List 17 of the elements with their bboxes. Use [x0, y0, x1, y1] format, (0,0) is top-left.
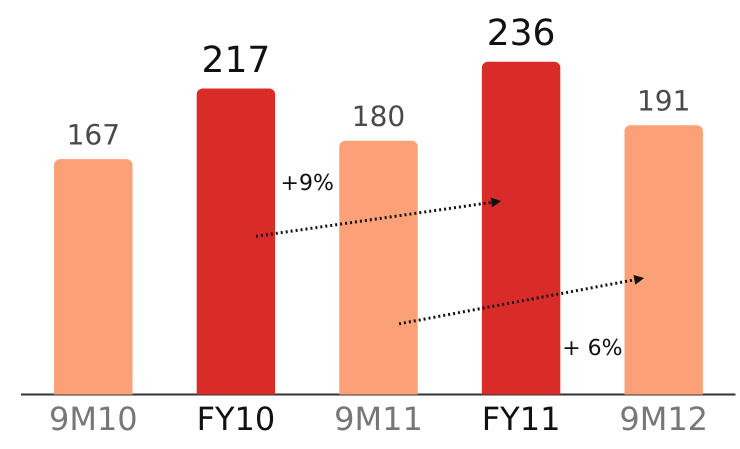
- data-label: 180: [352, 100, 406, 134]
- x-tick-label: 9M12: [619, 400, 708, 438]
- data-label: 191: [636, 84, 690, 118]
- bar: [339, 140, 418, 395]
- annotation: +9%: [280, 170, 334, 196]
- x-tick-label: FY11: [482, 400, 560, 438]
- data-label: 167: [66, 118, 120, 152]
- bar: [196, 88, 276, 395]
- data-label: 217: [202, 40, 270, 81]
- bar: [54, 159, 133, 395]
- data-label: 236: [486, 13, 556, 54]
- x-tick-label: 9M10: [48, 400, 138, 438]
- x-tick-label: FY10: [196, 400, 276, 438]
- annotation: + 6%: [562, 336, 623, 362]
- x-tick-label: 9M11: [334, 400, 423, 438]
- bar: [624, 125, 703, 395]
- bar: [482, 62, 560, 395]
